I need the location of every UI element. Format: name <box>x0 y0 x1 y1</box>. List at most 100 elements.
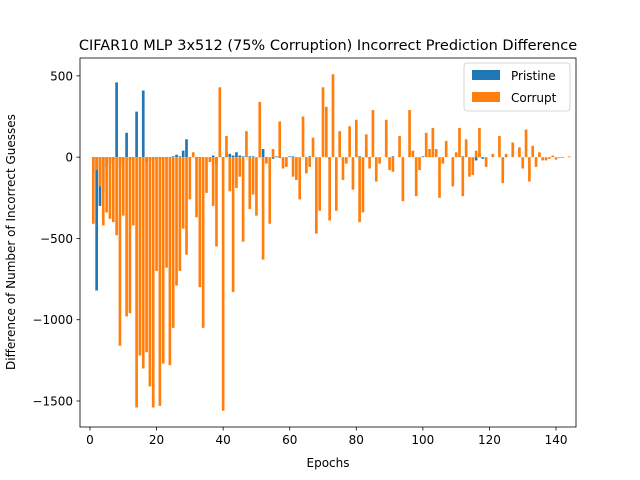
pristine-bar-epoch-11 <box>125 132 128 158</box>
pristine-bar-epoch-25 <box>171 156 175 158</box>
corrupt-bar-epoch-43 <box>231 157 235 293</box>
pristine-bar-epoch-48 <box>248 156 252 158</box>
corrupt-bar-epoch-94 <box>401 157 405 202</box>
corrupt-bar-epoch-116 <box>474 150 478 158</box>
corrupt-bar-epoch-47 <box>245 131 248 158</box>
corrupt-bar-epoch-68 <box>315 157 318 234</box>
corrupt-bar-epoch-97 <box>411 150 415 158</box>
chart-title: CIFAR10 MLP 3x512 (75% Corruption) Incor… <box>79 38 577 54</box>
y-axis-label: Difference of Number of Incorrect Guesse… <box>4 114 18 370</box>
corrupt-bar-epoch-32 <box>195 157 198 218</box>
pristine-bar-epoch-112 <box>461 156 465 158</box>
corrupt-bar-epoch-3 <box>98 157 102 187</box>
corrupt-bar-epoch-75 <box>338 131 341 158</box>
pristine-bar-epoch-60 <box>288 156 292 158</box>
corrupt-bar-epoch-66 <box>308 157 312 167</box>
y-tick-label: −1000 <box>32 313 73 327</box>
corrupt-bar-epoch-83 <box>364 134 368 158</box>
corrupt-bar-epoch-134 <box>534 157 538 167</box>
corrupt-bar-epoch-119 <box>484 157 488 167</box>
pristine-bar-epoch-26 <box>175 154 178 158</box>
corrupt-bar-epoch-1 <box>91 157 95 224</box>
corrupt-bar-epoch-37 <box>211 157 215 206</box>
corrupt-bar-epoch-77 <box>344 157 348 164</box>
corrupt-bar-epoch-59 <box>285 157 288 167</box>
corrupt-bar-epoch-16 <box>141 157 145 369</box>
corrupt-bar-epoch-113 <box>464 139 468 158</box>
pristine-bar-epoch-81 <box>358 156 361 158</box>
corrupt-bar-epoch-2 <box>95 157 98 171</box>
corrupt-bar-epoch-90 <box>388 157 391 171</box>
corrupt-bar-epoch-112 <box>461 157 465 197</box>
corrupt-bar-epoch-78 <box>348 126 351 158</box>
x-tick-label: 120 <box>478 433 501 447</box>
corrupt-bar-epoch-26 <box>175 157 178 286</box>
corrupt-bar-epoch-6 <box>108 157 112 219</box>
corrupt-bar-epoch-136 <box>541 157 545 161</box>
pristine-bar-epoch-27 <box>178 156 182 158</box>
corrupt-bar-epoch-44 <box>235 157 238 189</box>
pristine-bar-epoch-52 <box>261 149 265 158</box>
pristine-bar-epoch-116 <box>474 157 478 161</box>
corrupt-bar-epoch-127 <box>511 142 515 158</box>
corrupt-bar-epoch-81 <box>358 157 361 223</box>
corrupt-bar-epoch-93 <box>398 136 401 158</box>
legend-label-corrupt: Corrupt <box>511 91 557 105</box>
corrupt-bar-epoch-11 <box>125 157 128 317</box>
corrupt-bar-epoch-110 <box>454 152 458 158</box>
corrupt-bar-epoch-23 <box>165 157 168 268</box>
corrupt-bar-epoch-106 <box>441 157 445 164</box>
x-tick-label: 100 <box>411 433 434 447</box>
pristine-bar-epoch-91 <box>391 156 395 158</box>
corrupt-bar-epoch-65 <box>305 157 308 174</box>
corrupt-bars <box>91 74 571 411</box>
corrupt-bar-epoch-34 <box>201 157 205 328</box>
corrupt-bar-epoch-21 <box>158 157 162 406</box>
corrupt-bar-epoch-38 <box>215 157 218 247</box>
corrupt-bar-epoch-42 <box>228 157 232 192</box>
corrupt-bar-epoch-102 <box>428 149 431 158</box>
corrupt-bar-epoch-31 <box>191 152 195 158</box>
corrupt-bar-epoch-74 <box>334 157 338 211</box>
corrupt-bar-epoch-20 <box>155 157 158 271</box>
pristine-bar-epoch-49 <box>251 156 255 158</box>
corrupt-bar-epoch-50 <box>255 157 258 216</box>
y-tick-label: 500 <box>50 69 73 83</box>
corrupt-bar-epoch-58 <box>281 157 285 169</box>
corrupt-bar-epoch-117 <box>478 127 481 158</box>
corrupt-bar-epoch-24 <box>168 157 172 366</box>
corrupt-bar-epoch-63 <box>298 157 302 200</box>
x-tick-label: 140 <box>545 433 568 447</box>
x-tick-label: 80 <box>349 433 364 447</box>
corrupt-bar-epoch-28 <box>181 157 185 229</box>
corrupt-bar-epoch-14 <box>135 157 138 408</box>
pristine-bar-epoch-42 <box>228 153 232 158</box>
legend-swatch-corrupt <box>472 92 500 102</box>
pristine-bar-epoch-29 <box>185 139 188 158</box>
corrupt-bar-epoch-139 <box>551 155 555 158</box>
corrupt-bar-epoch-96 <box>408 110 411 158</box>
corrupt-bar-epoch-29 <box>185 157 188 255</box>
corrupt-bar-epoch-48 <box>248 157 252 210</box>
corrupt-bar-epoch-46 <box>241 157 245 242</box>
corrupt-bar-epoch-72 <box>328 157 331 221</box>
corrupt-bar-epoch-99 <box>418 157 421 171</box>
corrupt-bar-epoch-107 <box>444 140 448 158</box>
corrupt-bar-epoch-82 <box>361 157 365 213</box>
corrupt-bar-epoch-144 <box>568 156 571 158</box>
x-tick-label: 40 <box>216 433 231 447</box>
corrupt-bar-epoch-98 <box>414 157 418 197</box>
y-axis: −1500 −1000 −500 0 500 <box>32 69 80 408</box>
corrupt-bar-epoch-40 <box>221 157 225 411</box>
legend-label-pristine: Pristine <box>511 69 556 83</box>
y-tick-label: −500 <box>40 232 73 246</box>
pristine-bar-epoch-8 <box>115 82 118 158</box>
corrupt-bar-epoch-67 <box>311 137 315 158</box>
corrupt-bar-epoch-141 <box>558 157 561 158</box>
corrupt-bar-epoch-61 <box>291 157 295 177</box>
legend-swatch-pristine <box>472 70 500 80</box>
corrupt-bar-epoch-7 <box>111 157 115 223</box>
corrupt-bar-epoch-30 <box>188 157 192 200</box>
corrupt-bar-epoch-17 <box>145 157 148 353</box>
corrupt-bar-epoch-25 <box>171 157 175 328</box>
